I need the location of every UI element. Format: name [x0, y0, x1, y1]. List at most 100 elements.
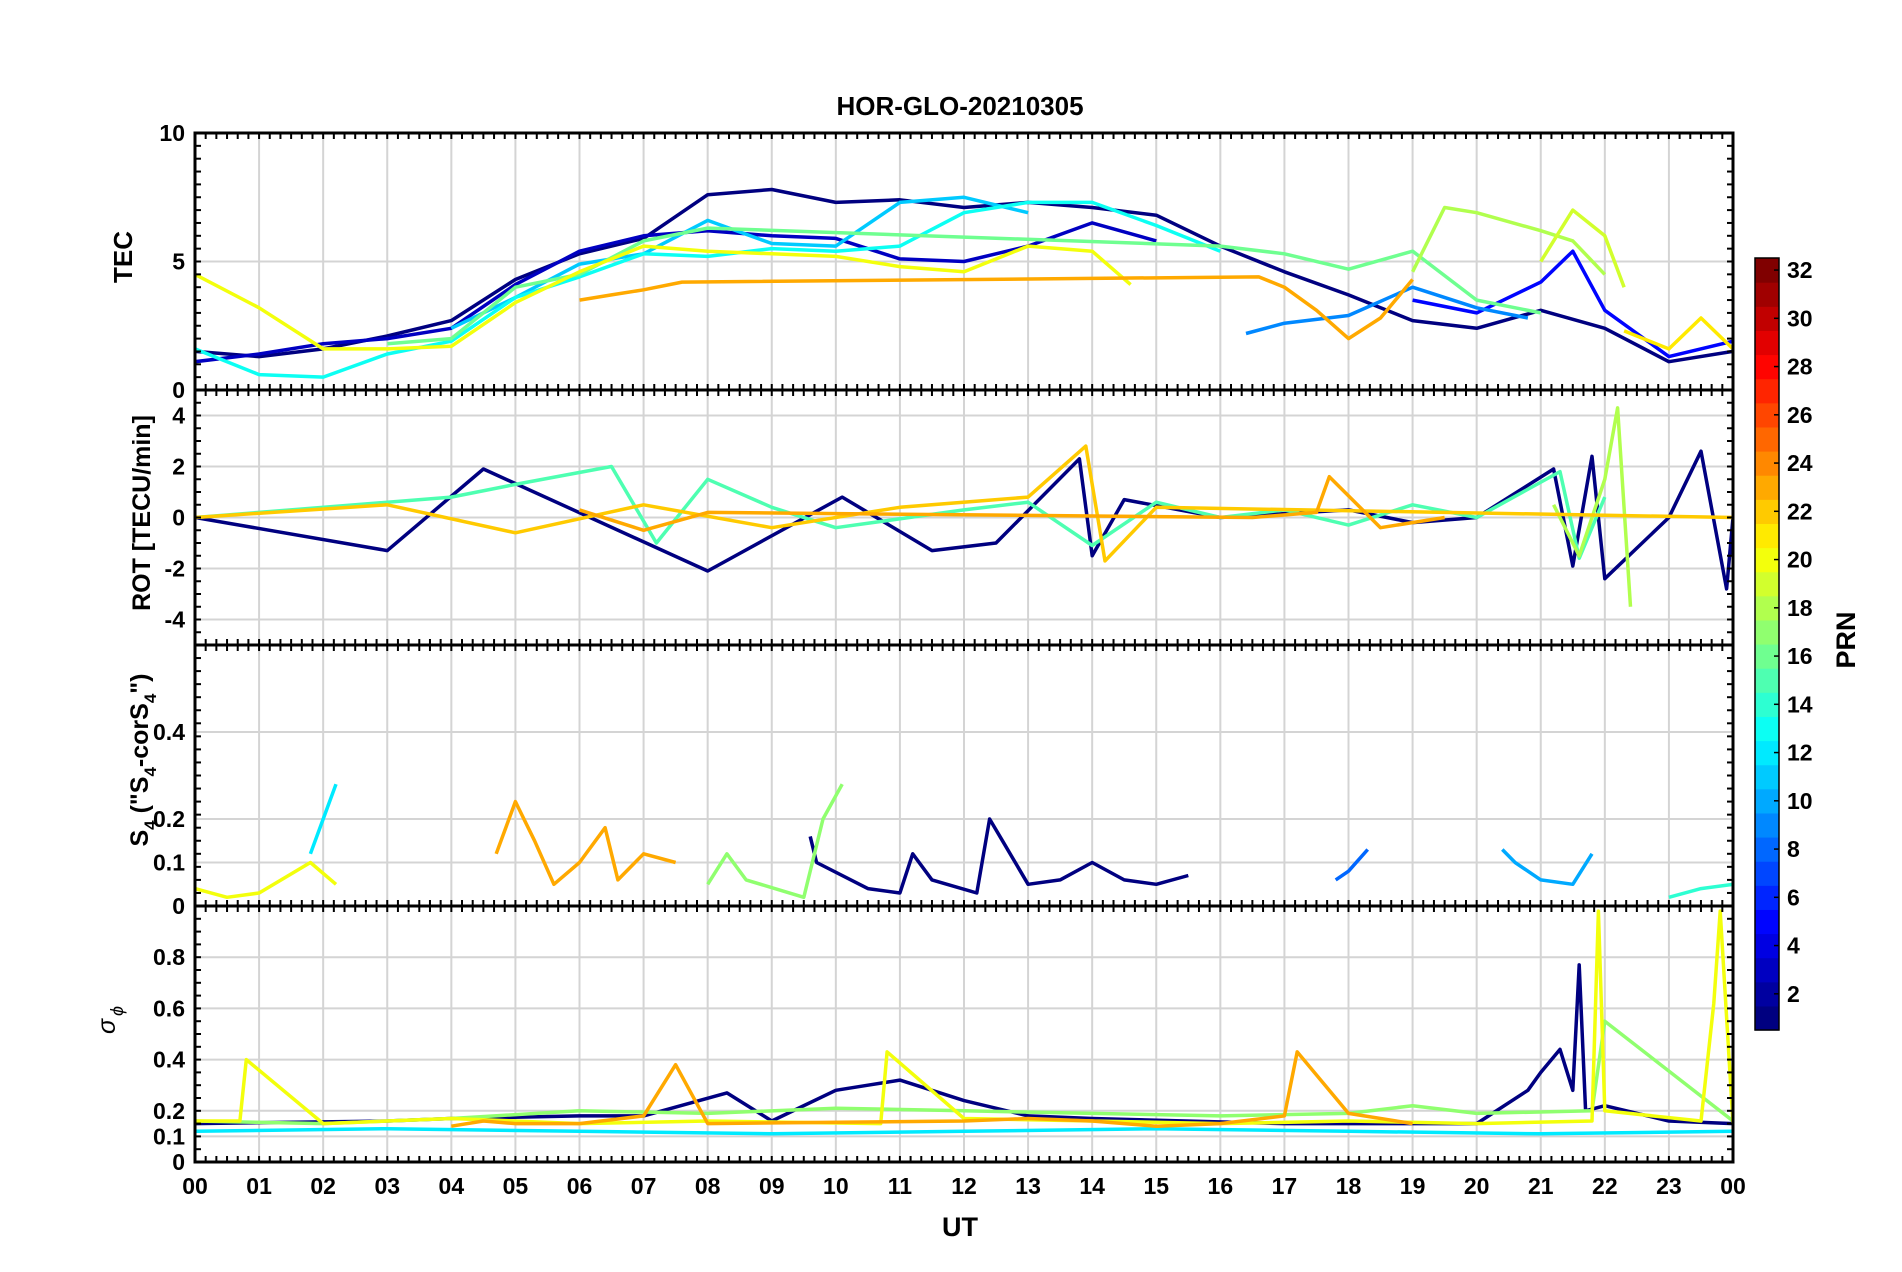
x-tick-label: 17	[1272, 1173, 1298, 1199]
x-tick-label: 11	[888, 1173, 913, 1199]
series-line-prn-1	[808, 817, 1189, 895]
tec-axis-label: TEC	[108, 231, 138, 283]
y-tick-label: -4	[165, 607, 186, 633]
colorbar-tick-label: 26	[1787, 402, 1813, 428]
y-tick-label: 2	[172, 454, 185, 480]
colorbar-swatch	[1755, 330, 1779, 356]
series-line-prn-17	[706, 783, 844, 900]
panel-frame	[193, 904, 1735, 1164]
x-tick-label: 22	[1592, 1173, 1618, 1199]
colorbar-tick-label: 8	[1787, 836, 1800, 862]
x-tick-label: 08	[695, 1173, 721, 1199]
colorbar-tick-label: 30	[1787, 305, 1813, 331]
panel-tec: 0 5 10	[159, 120, 1735, 403]
colorbar-tick-label: 16	[1787, 643, 1813, 669]
colorbar-swatch	[1755, 1005, 1779, 1031]
colorbar-swatch	[1755, 957, 1779, 983]
colorbar-swatch	[1755, 619, 1779, 645]
colorbar-frame	[1754, 257, 1780, 1031]
colorbar-tick-label: 6	[1787, 884, 1800, 910]
colorbar-tick-label: 28	[1787, 354, 1813, 380]
x-tick-label: 09	[759, 1173, 785, 1199]
colorbar-tick-label: 24	[1787, 450, 1813, 476]
series-line-prn-20	[195, 860, 338, 900]
panel-s4: 0 0.1 0.2 0.4	[153, 643, 1735, 919]
x-tick-label: 21	[1528, 1173, 1554, 1199]
x-axis-label: UT	[942, 1212, 978, 1242]
x-tick-label: 02	[310, 1173, 336, 1199]
colorbar-swatch	[1755, 668, 1779, 693]
series-line-prn-8	[1334, 848, 1370, 882]
colorbar-swatch	[1755, 861, 1779, 886]
x-tick-label: 14	[1079, 1173, 1105, 1199]
x-tick-label: 19	[1400, 1173, 1426, 1199]
y-tick-label: 10	[159, 120, 185, 146]
series-line-prn-13	[195, 200, 1221, 379]
x-tick-label: 01	[246, 1173, 272, 1199]
colorbar-tick-label: 32	[1787, 257, 1813, 283]
x-tick-label: 13	[1015, 1173, 1041, 1199]
series-line-prn-18	[1411, 205, 1607, 276]
series-line-prn-19	[1539, 208, 1626, 288]
s4-axis-label: S4 ("S4-corS4")	[126, 674, 160, 847]
colorbar-swatch	[1755, 475, 1779, 500]
series-line-prn-18	[1552, 406, 1633, 607]
y-tick-label: 5	[172, 249, 185, 275]
series-group	[195, 909, 1733, 1136]
colorbar-swatch	[1755, 426, 1779, 452]
y-tick-label: 0	[172, 893, 185, 919]
colorbar-swatch	[1755, 909, 1779, 935]
series-line-prn-20	[195, 244, 1132, 351]
y-tick-label: -2	[165, 556, 185, 582]
series-group	[195, 187, 1733, 379]
colorbar-swatch	[1755, 282, 1779, 307]
y-tick-label: 0.4	[153, 1047, 185, 1073]
x-tick-label: 00	[1720, 1173, 1746, 1199]
colorbar-swatch	[1755, 571, 1779, 597]
x-tick-label: 20	[1464, 1173, 1490, 1199]
y-tick-label: 0	[172, 505, 185, 531]
colorbar-swatch	[1755, 812, 1779, 838]
figure-title: HOR-GLO-20210305	[836, 91, 1083, 121]
series-line-prn-10	[1501, 848, 1594, 887]
colorbar-label: PRN	[1831, 611, 1861, 668]
y-tick-label: 0.1	[153, 1123, 185, 1149]
y-tick-label: 0.8	[153, 944, 185, 970]
colorbar-tick-label: 2	[1787, 981, 1800, 1007]
y-tick-label: 0.2	[153, 1098, 185, 1124]
series-line-prn-21	[1623, 316, 1733, 351]
series-line-prn-22	[195, 444, 1733, 563]
colorbar-tick-label: 22	[1787, 498, 1813, 524]
x-tick-label: 10	[823, 1173, 849, 1199]
series-line-prn-23	[494, 799, 677, 887]
x-tick-label: 15	[1143, 1173, 1169, 1199]
y-tick-label: 0	[172, 1149, 185, 1175]
series-group	[195, 406, 1733, 607]
x-tick-label: 06	[567, 1173, 593, 1199]
x-tick-label: 16	[1208, 1173, 1234, 1199]
colorbar-tick-label: 20	[1787, 547, 1813, 573]
colorbar-swatch	[1755, 378, 1779, 404]
series-line-prn-17	[195, 1019, 1733, 1126]
series-line-prn-16	[387, 226, 1542, 346]
colorbar-tick-label: 4	[1787, 933, 1800, 959]
x-tick-label: 00	[182, 1173, 208, 1199]
y-tick-label: 0.2	[153, 806, 185, 832]
colorbar-tick-label: 18	[1787, 595, 1813, 621]
series-line-prn-12	[195, 1126, 1733, 1136]
y-tick-label: 0.6	[153, 995, 185, 1021]
series-line-prn-5	[1412, 249, 1733, 359]
colorbar-swatch	[1755, 523, 1779, 549]
x-tick-label: 05	[503, 1173, 529, 1199]
series-group	[195, 783, 1733, 900]
panel-rot: -4 -2 0 2 4	[165, 388, 1735, 647]
y-tick-label: 0	[172, 377, 185, 403]
series-line-prn-23	[579, 275, 1414, 341]
colorbar-tick-label: 12	[1787, 740, 1813, 766]
colorbar-swatch	[1755, 716, 1779, 742]
series-line-prn-23	[451, 1050, 1413, 1128]
series-line-prn-9	[1245, 285, 1529, 336]
